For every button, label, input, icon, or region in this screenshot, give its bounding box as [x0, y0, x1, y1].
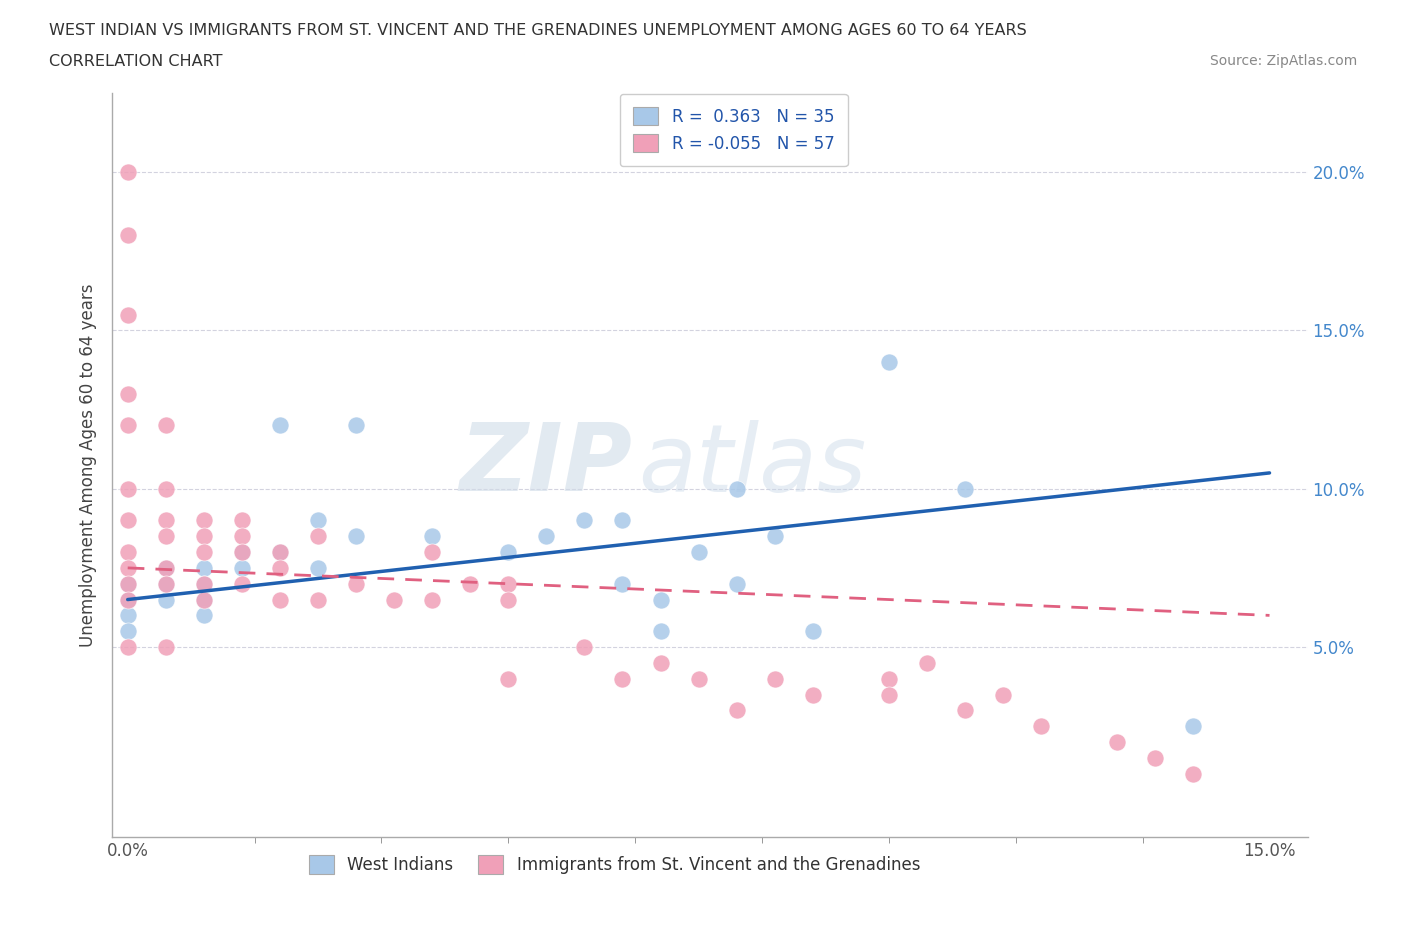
- Point: [725, 482, 748, 497]
- Point: [877, 671, 900, 686]
- Point: [650, 592, 672, 607]
- Point: [498, 671, 520, 686]
- Text: ZIP: ZIP: [460, 419, 633, 511]
- Point: [193, 577, 215, 591]
- Point: [193, 577, 215, 591]
- Point: [307, 561, 329, 576]
- Point: [953, 703, 976, 718]
- Point: [420, 592, 443, 607]
- Point: [117, 592, 139, 607]
- Point: [231, 513, 253, 528]
- Point: [1182, 766, 1205, 781]
- Point: [307, 529, 329, 544]
- Point: [953, 482, 976, 497]
- Point: [231, 529, 253, 544]
- Text: WEST INDIAN VS IMMIGRANTS FROM ST. VINCENT AND THE GRENADINES UNEMPLOYMENT AMONG: WEST INDIAN VS IMMIGRANTS FROM ST. VINCE…: [49, 23, 1026, 38]
- Point: [117, 640, 139, 655]
- Point: [117, 482, 139, 497]
- Point: [458, 577, 481, 591]
- Point: [117, 608, 139, 623]
- Point: [269, 418, 291, 432]
- Point: [231, 577, 253, 591]
- Point: [801, 624, 824, 639]
- Point: [193, 545, 215, 560]
- Point: [382, 592, 405, 607]
- Point: [193, 592, 215, 607]
- Point: [344, 577, 367, 591]
- Point: [650, 624, 672, 639]
- Point: [801, 687, 824, 702]
- Point: [269, 545, 291, 560]
- Point: [650, 656, 672, 671]
- Point: [117, 561, 139, 576]
- Point: [877, 354, 900, 369]
- Point: [612, 671, 634, 686]
- Point: [193, 529, 215, 544]
- Point: [117, 307, 139, 322]
- Text: Source: ZipAtlas.com: Source: ZipAtlas.com: [1209, 54, 1357, 68]
- Point: [1107, 735, 1129, 750]
- Point: [155, 529, 177, 544]
- Text: atlas: atlas: [638, 419, 866, 511]
- Point: [155, 513, 177, 528]
- Point: [612, 513, 634, 528]
- Point: [307, 513, 329, 528]
- Point: [231, 545, 253, 560]
- Point: [155, 640, 177, 655]
- Point: [155, 561, 177, 576]
- Point: [117, 228, 139, 243]
- Point: [117, 418, 139, 432]
- Legend: West Indians, Immigrants from St. Vincent and the Grenadines: West Indians, Immigrants from St. Vincen…: [302, 849, 927, 881]
- Point: [763, 529, 786, 544]
- Point: [991, 687, 1014, 702]
- Point: [574, 640, 596, 655]
- Point: [269, 592, 291, 607]
- Point: [1182, 719, 1205, 734]
- Point: [763, 671, 786, 686]
- Point: [725, 703, 748, 718]
- Point: [155, 418, 177, 432]
- Point: [155, 592, 177, 607]
- Point: [193, 592, 215, 607]
- Point: [117, 513, 139, 528]
- Point: [193, 608, 215, 623]
- Point: [307, 592, 329, 607]
- Point: [420, 545, 443, 560]
- Point: [193, 513, 215, 528]
- Point: [231, 545, 253, 560]
- Point: [915, 656, 938, 671]
- Point: [155, 577, 177, 591]
- Point: [155, 561, 177, 576]
- Point: [344, 529, 367, 544]
- Point: [688, 545, 710, 560]
- Point: [155, 577, 177, 591]
- Point: [193, 561, 215, 576]
- Point: [574, 513, 596, 528]
- Point: [1031, 719, 1053, 734]
- Point: [155, 482, 177, 497]
- Point: [498, 592, 520, 607]
- Point: [536, 529, 558, 544]
- Point: [231, 561, 253, 576]
- Point: [725, 577, 748, 591]
- Point: [344, 418, 367, 432]
- Point: [117, 592, 139, 607]
- Point: [269, 545, 291, 560]
- Point: [269, 561, 291, 576]
- Point: [420, 529, 443, 544]
- Point: [498, 577, 520, 591]
- Point: [117, 165, 139, 179]
- Point: [117, 386, 139, 401]
- Point: [117, 577, 139, 591]
- Point: [688, 671, 710, 686]
- Point: [877, 687, 900, 702]
- Point: [498, 545, 520, 560]
- Point: [117, 577, 139, 591]
- Point: [1144, 751, 1167, 765]
- Text: CORRELATION CHART: CORRELATION CHART: [49, 54, 222, 69]
- Point: [612, 577, 634, 591]
- Point: [117, 624, 139, 639]
- Y-axis label: Unemployment Among Ages 60 to 64 years: Unemployment Among Ages 60 to 64 years: [79, 284, 97, 646]
- Point: [117, 545, 139, 560]
